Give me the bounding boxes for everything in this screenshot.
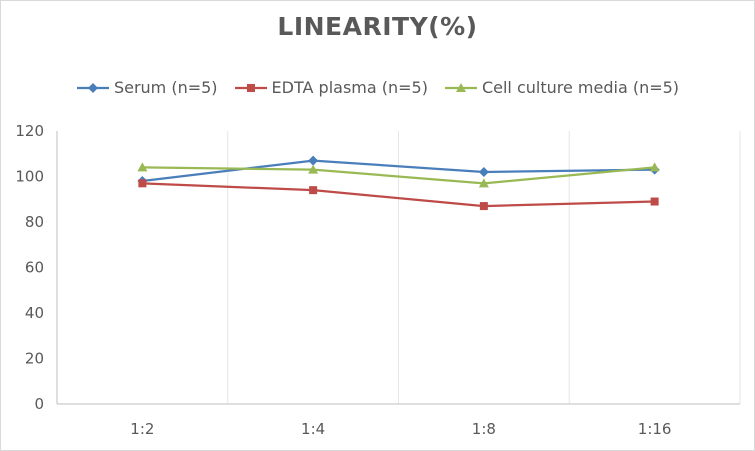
legend-item-1: Serum (n=5): [76, 78, 218, 97]
data-point-s3-4: [649, 162, 660, 172]
y-tick-label-40: 40: [25, 304, 44, 322]
series-line-1: [142, 159, 655, 183]
y-tick-label-0: 0: [34, 395, 44, 413]
data-point-s2-4: [650, 197, 659, 206]
y-tick-label-20: 20: [25, 350, 44, 368]
x-tick-label-2: 1:4: [301, 420, 325, 438]
legend-swatch-2: [234, 83, 267, 92]
y-tick-label-100: 100: [15, 168, 44, 186]
data-point-s3-3: [478, 178, 489, 188]
data-point-s2-2: [309, 186, 318, 195]
series-line-2: [142, 182, 655, 208]
legend-swatch-1: [76, 82, 109, 93]
x-tick-label-3: 1:8: [472, 420, 496, 438]
y-tick-label-80: 80: [25, 213, 44, 231]
x-tick-label-1: 1:2: [130, 420, 154, 438]
data-point-s1-3: [478, 166, 489, 177]
data-point-s3-1: [137, 162, 148, 172]
legend-label-2: EDTA plasma (n=5): [271, 78, 428, 97]
legend-label-3: Cell culture media (n=5): [481, 78, 680, 97]
chart-title: LINEARITY(%): [277, 12, 478, 41]
data-point-s2-1: [138, 179, 147, 188]
data-point-s3-2: [308, 164, 319, 174]
data-point-s1-2: [308, 155, 319, 166]
y-tick-label-60: 60: [25, 259, 44, 277]
data-point-s2-3: [479, 202, 488, 211]
legend-label-1: Serum (n=5): [113, 78, 218, 97]
legend-item-3: Cell culture media (n=5): [444, 78, 679, 97]
series-line-3: [142, 166, 655, 185]
y-tick-label-120: 120: [15, 122, 44, 140]
legend-swatch-3: [444, 82, 477, 92]
legend-item-2: EDTA plasma (n=5): [234, 78, 428, 97]
legend: Serum (n=5) EDTA plasma (n=5) Cell culture…: [0, 78, 755, 97]
x-tick-label-4: 1:16: [638, 420, 672, 438]
